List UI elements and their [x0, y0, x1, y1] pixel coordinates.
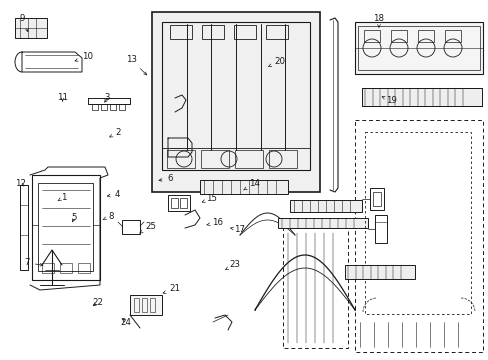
Text: 11: 11: [57, 94, 68, 103]
Bar: [134, 298, 139, 312]
Bar: [283, 228, 347, 348]
Text: 6: 6: [159, 174, 173, 183]
Bar: [363, 30, 379, 42]
Bar: [92, 104, 98, 110]
Bar: [202, 25, 224, 39]
Bar: [162, 22, 309, 170]
Bar: [142, 298, 147, 312]
Text: 15: 15: [202, 194, 216, 203]
Bar: [357, 26, 479, 70]
Bar: [268, 150, 296, 168]
Bar: [60, 263, 72, 273]
Bar: [235, 150, 263, 168]
Bar: [265, 25, 287, 39]
Bar: [369, 188, 383, 210]
Text: 14: 14: [243, 179, 259, 190]
Bar: [130, 295, 162, 315]
Bar: [170, 25, 192, 39]
Text: 24: 24: [121, 318, 131, 327]
Bar: [354, 120, 482, 352]
Bar: [345, 265, 414, 279]
Bar: [180, 198, 186, 208]
Bar: [150, 298, 155, 312]
Text: 25: 25: [140, 222, 156, 233]
Text: 8: 8: [103, 212, 114, 220]
Text: 5: 5: [71, 213, 77, 222]
Text: 16: 16: [206, 218, 223, 227]
Bar: [171, 198, 178, 208]
Text: 17: 17: [230, 225, 244, 234]
Bar: [444, 30, 460, 42]
Text: 22: 22: [92, 298, 103, 307]
Bar: [101, 104, 107, 110]
Bar: [374, 215, 386, 243]
Text: 21: 21: [163, 284, 180, 293]
Bar: [167, 150, 195, 168]
Text: 12: 12: [15, 179, 26, 188]
Text: 13: 13: [125, 55, 146, 75]
Text: 3: 3: [104, 94, 110, 103]
Text: 18: 18: [373, 14, 384, 27]
Text: 7: 7: [24, 258, 43, 267]
Bar: [278, 218, 367, 228]
Bar: [417, 30, 433, 42]
Bar: [38, 183, 93, 271]
Bar: [168, 195, 190, 211]
Text: 1: 1: [58, 193, 66, 202]
Text: 10: 10: [75, 53, 92, 62]
Text: 20: 20: [268, 58, 285, 67]
Bar: [110, 104, 116, 110]
Bar: [122, 220, 140, 234]
Bar: [201, 150, 228, 168]
Bar: [78, 263, 90, 273]
Bar: [390, 30, 406, 42]
Bar: [372, 192, 380, 206]
Bar: [234, 25, 256, 39]
Bar: [119, 104, 125, 110]
Bar: [200, 180, 287, 194]
Bar: [354, 22, 482, 74]
Text: 9: 9: [20, 14, 28, 32]
Bar: [42, 263, 54, 273]
Text: 4: 4: [107, 190, 120, 199]
Bar: [361, 88, 481, 106]
Bar: [152, 12, 319, 192]
Text: 2: 2: [109, 128, 121, 137]
Bar: [15, 18, 47, 38]
Text: 23: 23: [225, 260, 240, 270]
Bar: [364, 132, 470, 314]
Bar: [289, 200, 361, 212]
Text: 19: 19: [381, 96, 396, 105]
Bar: [32, 175, 100, 280]
